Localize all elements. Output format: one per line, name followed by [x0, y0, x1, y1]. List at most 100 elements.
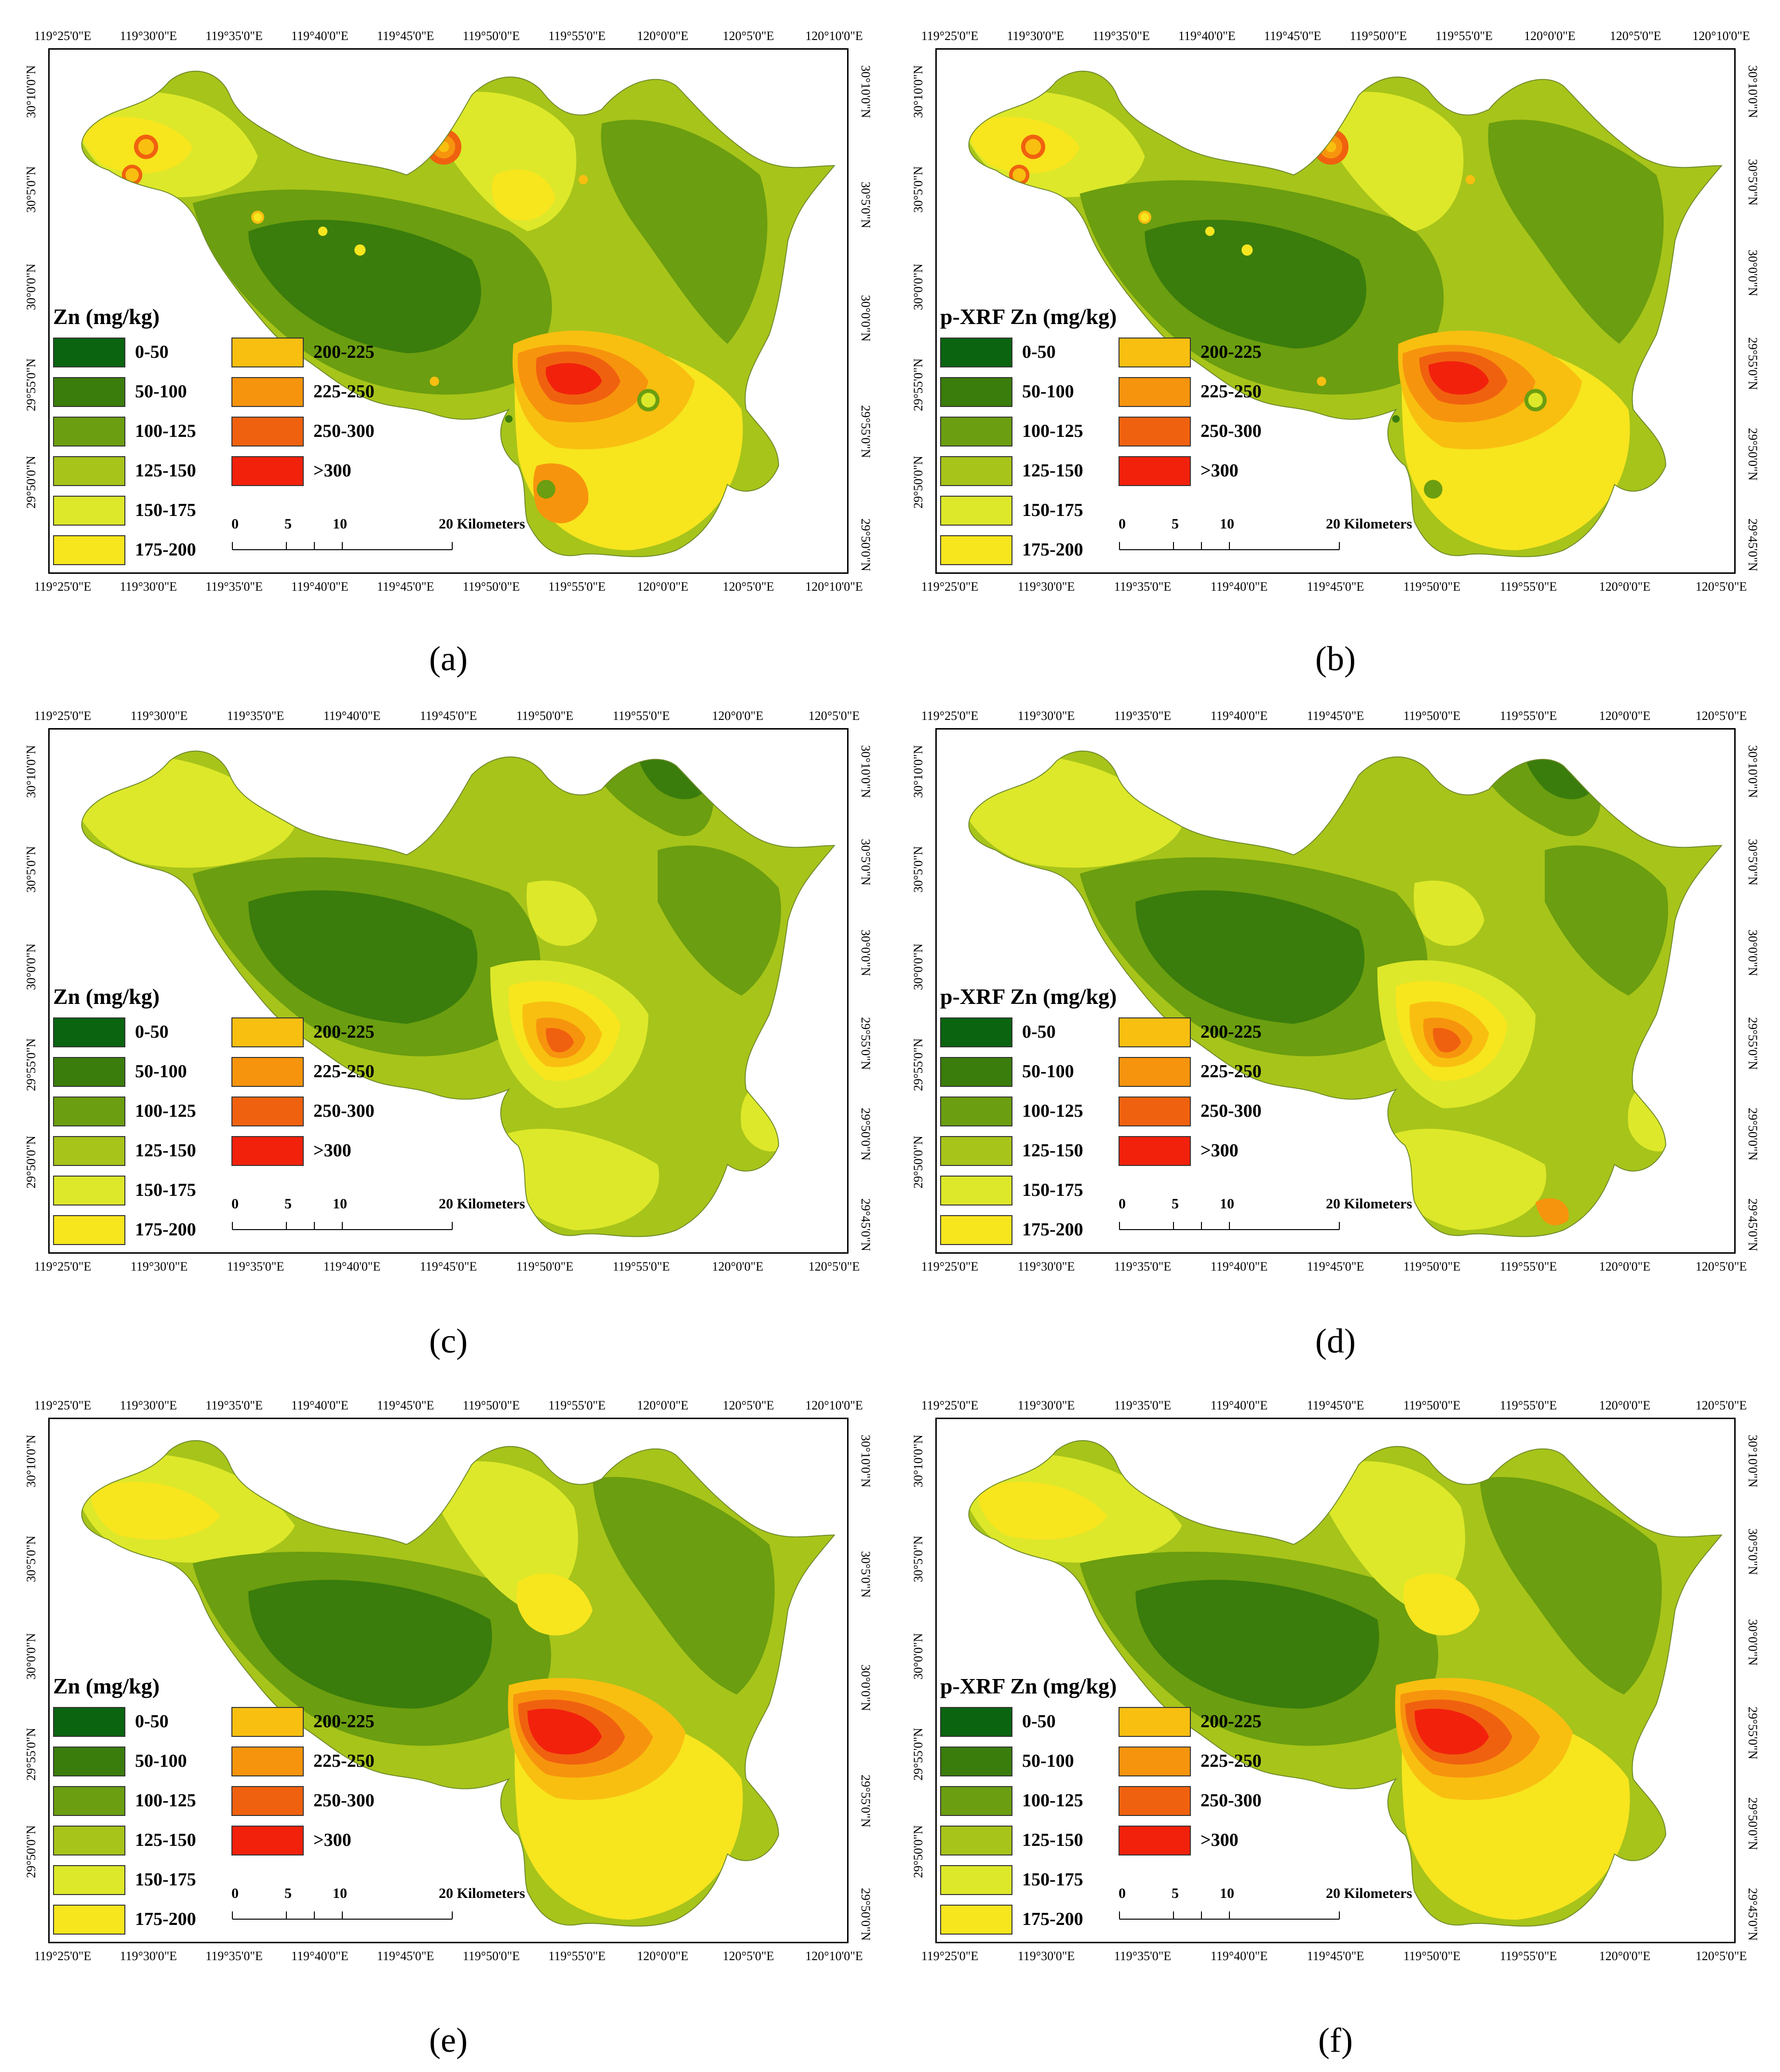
longitude-tick-bottom: 119°25'0"E [34, 580, 92, 594]
scale-label-t5: 5 [1172, 1885, 1179, 1901]
legend-swatch [53, 1786, 125, 1816]
legend-swatch [53, 1747, 125, 1776]
legend-swatch [53, 1707, 125, 1737]
latitude-tick-left: 30°10'0"N [911, 65, 925, 118]
legend-swatch [53, 1176, 125, 1205]
legend-label: 50-100 [135, 381, 187, 402]
latitude-tick-right: 30°5'0"N [1746, 1528, 1760, 1575]
longitude-tick-top: 119°40'0"E [1210, 709, 1268, 723]
longitude-tick-bottom: 119°50'0"E [1403, 580, 1461, 594]
longitude-tick-bottom: 119°55'0"E [1499, 580, 1557, 594]
legend-label: 250-300 [313, 1790, 375, 1811]
legend-label: >300 [1200, 460, 1239, 481]
legend-swatch [940, 1136, 1012, 1166]
scale-label-t20: 20 Kilometers [1326, 516, 1413, 532]
latitude-tick-right: 30°10'0"N [859, 1435, 873, 1488]
latitude-tick-left: 29°50'0"N [24, 456, 38, 509]
legend-label: 175-200 [135, 540, 196, 560]
longitude-tick-top: 119°25'0"E [921, 1398, 979, 1412]
longitude-tick-bottom: 119°55'0"E [1499, 1949, 1557, 1963]
zone-225-250 [1535, 1198, 1569, 1226]
longitude-tick-bottom: 120°5'0"E [808, 1259, 860, 1273]
scale-label-t10: 10 [333, 1885, 347, 1901]
scale-label-t5: 5 [284, 1196, 292, 1212]
latitude-tick-left: 29°55'0"N [911, 358, 925, 411]
longitude-tick-bottom: 119°45'0"E [1307, 1949, 1364, 1963]
legend-swatch [231, 1707, 304, 1737]
legend-swatch [940, 496, 1012, 526]
latitude-tick-right: 29°45'0"N [1746, 518, 1760, 571]
scale-label-t5: 5 [1172, 516, 1179, 532]
legend-swatch [53, 1905, 125, 1935]
latitude-tick-right: 29°55'0"N [1746, 337, 1760, 390]
longitude-tick-bottom: 119°50'0"E [1403, 1949, 1461, 1963]
longitude-tick-bottom: 119°30'0"E [1017, 1259, 1075, 1273]
legend-swatch [1119, 1097, 1191, 1126]
longitude-tick-bottom: 119°25'0"E [921, 1949, 979, 1963]
map-panel-f: 119°25'0"E 119°30'0"E 119°35'0"E 119°40'0"E… [906, 1389, 1765, 1972]
map-panel-b: 119°25'0"E 119°30'0"E 119°35'0"E 119°40'0"E… [906, 19, 1765, 603]
legend-label: 100-125 [135, 1101, 196, 1121]
legend-swatch [940, 1747, 1012, 1776]
legend-swatch [231, 456, 304, 486]
latitude-tick-left: 30°5'0"N [911, 846, 925, 893]
longitude-tick-bottom: 119°40'0"E [291, 1949, 349, 1963]
latitude-tick-left: 29°55'0"N [24, 1038, 38, 1091]
panel-caption: (a) [429, 639, 468, 678]
legend-swatch [231, 417, 304, 447]
scale-bar [1119, 1911, 1340, 1920]
legend-swatch [940, 417, 1012, 447]
legend-label: 250-300 [1200, 1101, 1262, 1121]
longitude-tick-top: 120°10'0"E [805, 29, 863, 43]
scale-label-t10: 10 [333, 1196, 347, 1212]
scale-label-t20: 20 Kilometers [1326, 1885, 1413, 1901]
longitude-tick-bottom: 119°40'0"E [1210, 1259, 1268, 1273]
latitude-tick-left: 30°5'0"N [911, 1535, 925, 1582]
zone-50-100 [248, 890, 478, 1024]
panel-caption: (b) [1315, 639, 1356, 678]
legend-label: 0-50 [135, 1711, 169, 1732]
longitude-tick-top: 119°30'0"E [1007, 29, 1065, 43]
latitude-tick-right: 29°50'0"N [1746, 1108, 1760, 1161]
longitude-tick-top: 119°55'0"E [1499, 1398, 1557, 1412]
hotspot [1466, 175, 1475, 185]
legend-label: 225-250 [313, 381, 375, 402]
study-area-boundary [968, 750, 1723, 1237]
zone-100-125 [601, 120, 768, 344]
longitude-tick-top: 119°55'0"E [548, 1398, 606, 1412]
legend-title: p-XRF Zn (mg/kg) [940, 984, 1117, 1009]
legend-label: >300 [313, 1140, 351, 1161]
longitude-tick-top: 119°55'0"E [1435, 29, 1493, 43]
latitude-tick-left: 30°0'0"N [24, 263, 38, 311]
legend-swatch [940, 1786, 1012, 1816]
zone-50-100 [248, 1580, 492, 1709]
legend-swatch [940, 1097, 1012, 1126]
zone-225-250 [533, 463, 589, 524]
legend-label: 200-225 [1200, 1022, 1262, 1042]
longitude-tick-top: 119°55'0"E [612, 709, 670, 723]
legend-swatch [940, 1865, 1012, 1895]
legend-label: 225-250 [313, 1061, 375, 1082]
longitude-tick-bottom: 119°45'0"E [377, 1949, 434, 1963]
longitude-tick-top: 119°40'0"E [1178, 29, 1236, 43]
longitude-tick-bottom: 120°5'0"E [1695, 1259, 1747, 1273]
legend-label: 175-200 [135, 1909, 196, 1929]
legend-swatch [940, 1057, 1012, 1087]
latitude-tick-left: 29°50'0"N [911, 1825, 925, 1878]
scale-label-t10: 10 [1220, 1196, 1234, 1212]
latitude-tick-left: 29°50'0"N [24, 1825, 38, 1878]
longitude-tick-bottom: 119°30'0"E [1017, 580, 1075, 594]
hotspot [641, 393, 656, 407]
longitude-tick-top: 120°0'0"E [1599, 709, 1651, 723]
zone-100-125 [593, 1476, 775, 1695]
legend-swatch [940, 377, 1012, 407]
longitude-tick-top: 119°25'0"E [921, 709, 979, 723]
latitude-tick-right: 29°45'0"N [1746, 1888, 1760, 1941]
latitude-tick-right: 29°55'0"N [1746, 1706, 1760, 1760]
zone-150-175 [433, 1461, 578, 1611]
longitude-tick-top: 120°5'0"E [1695, 1398, 1747, 1412]
legend-title: Zn (mg/kg) [53, 304, 160, 329]
longitude-tick-bottom: 119°30'0"E [120, 580, 177, 594]
longitude-tick-bottom: 119°30'0"E [130, 1259, 188, 1273]
latitude-tick-right: 29°55'0"N [859, 1774, 873, 1828]
